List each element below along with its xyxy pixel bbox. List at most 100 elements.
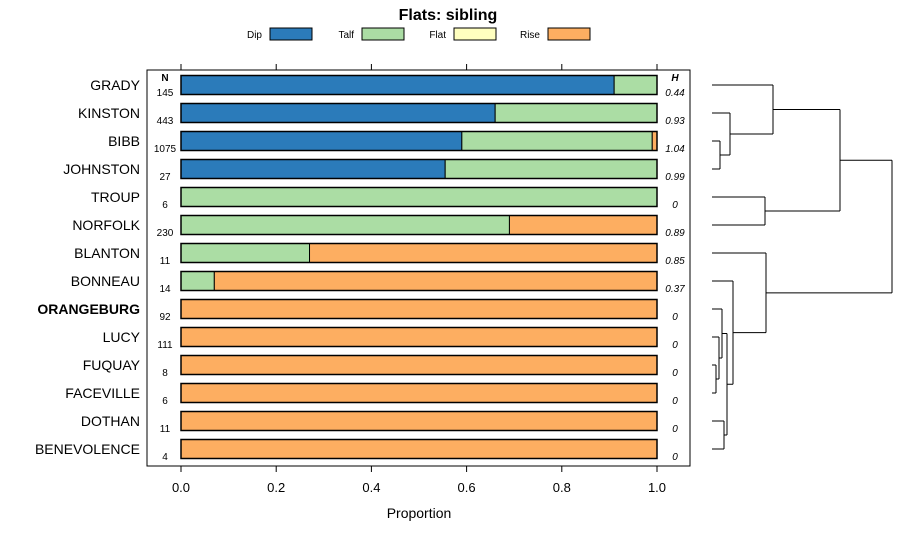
bar-norfolk-rise (508, 215, 658, 235)
category-label-bibb: BIBB (108, 133, 140, 149)
plot-frame (146, 69, 691, 467)
n-value-bibb: 1075 (154, 144, 177, 155)
x-tick-label-0: 0.0 (172, 480, 190, 495)
n-value-lucy: 111 (157, 340, 173, 351)
bar-outline-blanton (180, 242, 658, 264)
legend-swatch-rise (547, 27, 591, 41)
bar-johnston-talf (444, 159, 658, 179)
category-label-bonneau: BONNEAU (71, 273, 140, 289)
h-value-lucy: 0 (672, 340, 678, 351)
category-label-benevolence: BENEVOLENCE (35, 441, 140, 457)
h-value-benevolence: 0 (672, 452, 678, 463)
category-label-faceville: FACEVILLE (65, 385, 140, 401)
bars (180, 74, 658, 460)
bar-kinston-talf (494, 103, 658, 123)
h-value-faceville: 0 (672, 396, 678, 407)
h-value-norfolk: 0.89 (665, 228, 685, 239)
h-value-kinston: 0.93 (665, 116, 685, 127)
n-value-bonneau: 14 (159, 284, 171, 295)
bar-dothan-rise (180, 411, 658, 431)
n-value-troup: 6 (162, 200, 168, 211)
category-label-dothan: DOTHAN (81, 413, 140, 429)
bar-outline-bibb (180, 130, 658, 152)
legend-swatch-flat (453, 27, 497, 41)
x-axis: 0.0 0.2 0.4 0.6 0.8 1.0 (172, 466, 666, 495)
bar-norfolk-talf (180, 215, 510, 235)
category-label-norfolk: NORFOLK (72, 217, 140, 233)
bar-outline-dothan (180, 410, 658, 432)
bar-outline-bonneau (180, 270, 658, 292)
bar-grady-dip (180, 75, 615, 95)
bar-faceville-rise (180, 383, 658, 403)
bar-outline-johnston (180, 158, 658, 180)
legend: Dip Talf Flat Rise (247, 27, 591, 41)
top-ticks (180, 64, 658, 70)
bar-troup-talf (180, 187, 658, 207)
bar-blanton-talf (180, 243, 311, 263)
category-label-johnston: JOHNSTON (63, 161, 140, 177)
bar-outline-grady (180, 74, 658, 96)
n-value-dothan: 11 (160, 424, 171, 435)
x-tick-label-5: 1.0 (648, 480, 666, 495)
bar-bonneau-rise (213, 271, 658, 291)
row-labels: GRADY 145 0.44 KINSTON 443 0.93 BIBB 1075 1.04 JO… (35, 77, 685, 463)
x-tick-label-2: 0.4 (362, 480, 380, 495)
x-tick-label-4: 0.8 (553, 480, 571, 495)
legend-swatch-talf (361, 27, 405, 41)
n-value-norfolk: 230 (157, 228, 174, 239)
n-value-orangeburg: 92 (159, 312, 171, 323)
h-value-blanton: 0.85 (665, 256, 685, 267)
h-value-orangeburg: 0 (672, 312, 678, 323)
n-value-johnston: 27 (159, 172, 171, 183)
bar-benevolence-rise (180, 439, 658, 459)
h-value-bonneau: 0.37 (665, 284, 685, 295)
h-column-header: H (671, 73, 679, 84)
bar-johnston-dip (180, 159, 446, 179)
h-value-grady: 0.44 (665, 88, 685, 99)
n-value-faceville: 6 (162, 396, 168, 407)
legend-label-flat: Flat (429, 30, 446, 41)
bar-bibb-talf (461, 131, 653, 151)
n-value-fuquay: 8 (162, 368, 168, 379)
h-value-johnston: 0.99 (665, 172, 685, 183)
n-value-benevolence: 4 (162, 452, 168, 463)
bar-outline-lucy (180, 326, 658, 348)
category-label-troup: TROUP (91, 189, 140, 205)
bar-bonneau-talf (180, 271, 215, 291)
category-label-blanton: BLANTON (74, 245, 140, 261)
dendrogram (712, 84, 893, 450)
h-value-fuquay: 0 (672, 368, 678, 379)
chart-title: Flats: sibling (399, 7, 498, 24)
category-label-kinston: KINSTON (78, 105, 140, 121)
category-label-fuquay: FUQUAY (83, 357, 141, 373)
bar-outline-benevolence (180, 438, 658, 460)
bar-outline-kinston (180, 102, 658, 124)
legend-label-talf: Talf (338, 30, 354, 41)
bar-outline-fuquay (180, 354, 658, 376)
bar-bibb-dip (180, 131, 463, 151)
h-value-bibb: 1.04 (665, 144, 685, 155)
legend-label-rise: Rise (520, 30, 540, 41)
category-label-lucy: LUCY (103, 329, 141, 345)
bar-fuquay-rise (180, 355, 658, 375)
bar-blanton-rise (309, 243, 658, 263)
bar-outline-norfolk (180, 214, 658, 236)
legend-label-dip: Dip (247, 30, 262, 41)
bar-outline-faceville (180, 382, 658, 404)
bar-orangeburg-rise (180, 299, 658, 319)
x-tick-label-1: 0.2 (267, 480, 285, 495)
bar-outline-troup (180, 186, 658, 208)
category-label-grady: GRADY (90, 77, 140, 93)
h-value-troup: 0 (672, 200, 678, 211)
x-tick-label-3: 0.6 (458, 480, 476, 495)
bar-outline-orangeburg (180, 298, 658, 320)
h-value-dothan: 0 (672, 424, 678, 435)
x-axis-label: Proportion (387, 505, 452, 521)
legend-swatch-dip (269, 27, 313, 41)
n-value-grady: 145 (157, 88, 174, 99)
bar-lucy-rise (180, 327, 658, 347)
n-value-blanton: 11 (160, 256, 171, 267)
n-column-header: N (161, 73, 168, 84)
category-label-orangeburg: ORANGEBURG (37, 301, 140, 317)
